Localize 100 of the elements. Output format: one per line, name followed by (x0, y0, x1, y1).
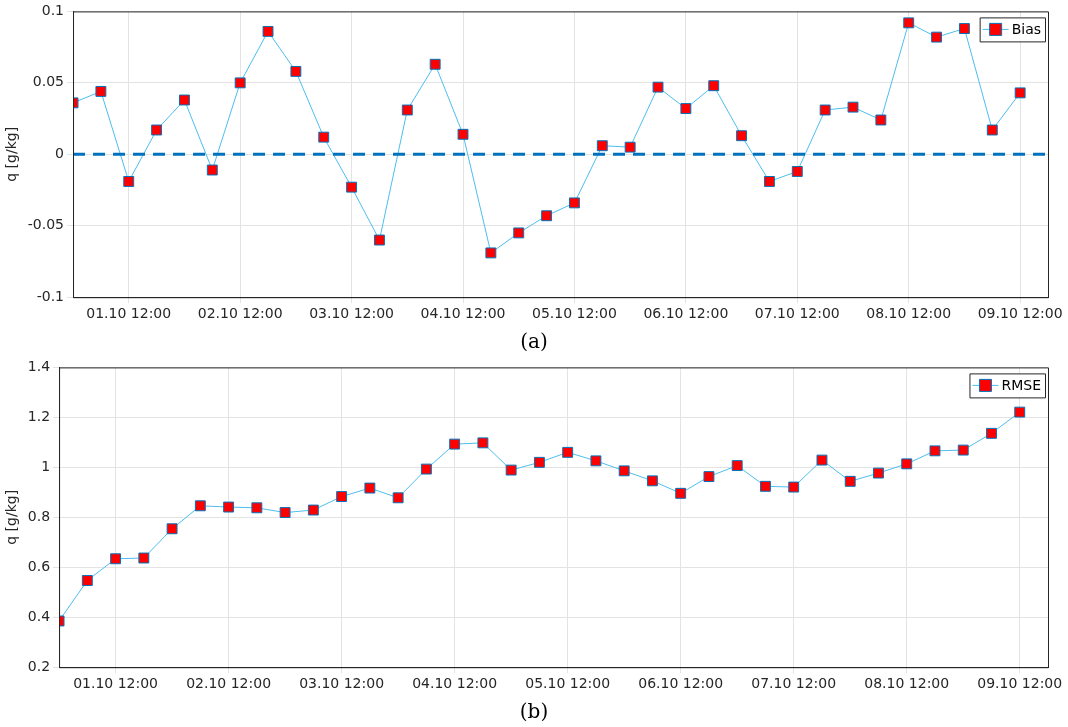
point (307, 504, 319, 516)
x-tick-label: 01.10 12:00 (73, 675, 159, 692)
x-tick-label: 04.10 12:00 (420, 305, 506, 322)
point (374, 234, 385, 246)
y-tick-label: 0 (55, 144, 65, 161)
point (708, 80, 720, 92)
point (680, 103, 692, 115)
point (166, 523, 178, 535)
point (847, 101, 859, 113)
y-tick-label: 1.4 (27, 358, 51, 375)
point (138, 552, 150, 564)
point (110, 553, 122, 565)
point (485, 247, 497, 259)
x-tick-label: 07.10 12:00 (754, 305, 840, 322)
point (234, 77, 246, 89)
point (290, 65, 302, 77)
point (123, 176, 135, 187)
point (675, 487, 687, 499)
point (736, 130, 748, 142)
point (505, 464, 517, 476)
point (568, 197, 580, 209)
point (903, 17, 915, 29)
point (1014, 87, 1026, 99)
y-tick-label: -0.05 (27, 216, 65, 233)
point (875, 114, 887, 126)
point (562, 446, 574, 458)
point (873, 467, 884, 479)
point (429, 58, 441, 70)
y-axis-title: q [g/kg] (3, 126, 20, 182)
point (262, 25, 274, 37)
y-tick-label: 0.05 (32, 73, 65, 90)
point (392, 492, 404, 504)
point (958, 23, 970, 34)
text: (a) (519, 328, 549, 355)
x-tick-label: 06.10 12:00 (638, 675, 724, 692)
point (151, 124, 163, 136)
point (533, 456, 545, 468)
point (957, 444, 969, 456)
point (986, 427, 997, 439)
x-tick-label: 07.10 12:00 (751, 675, 837, 692)
point (279, 507, 291, 518)
point (1014, 406, 1026, 418)
point (420, 463, 432, 475)
point (791, 166, 803, 177)
point (760, 480, 771, 492)
x-tick-label: 08.10 12:00 (866, 305, 952, 322)
point (541, 210, 553, 222)
point (401, 104, 413, 116)
x-tick-label: 05.10 12:00 (525, 675, 611, 692)
x-tick-label: 03.10 12:00 (299, 675, 385, 692)
point (652, 81, 664, 93)
point (477, 437, 489, 449)
point (179, 94, 190, 106)
point (513, 227, 525, 239)
x-tick-label: 09.10 12:00 (977, 675, 1063, 692)
point (457, 128, 469, 140)
y-tick-label: 0.8 (27, 507, 51, 524)
x-tick-label: 05.10 12:00 (532, 305, 617, 322)
point (986, 124, 998, 136)
y-tick-label: 0.2 (27, 657, 51, 674)
point (763, 176, 775, 187)
point (194, 500, 206, 512)
legend-label: RMSE (1001, 377, 1042, 394)
x-tick-label: 04.10 12:00 (412, 675, 498, 692)
point (206, 164, 218, 176)
y-axis-title: q [g/kg] (3, 489, 20, 545)
x-tick-label: 03.10 12:00 (309, 305, 395, 322)
x-tick-label: 09.10 12:00 (977, 305, 1063, 322)
point (364, 482, 376, 494)
point (901, 458, 913, 470)
point (251, 502, 263, 514)
point (590, 455, 602, 467)
point (844, 475, 856, 487)
point (223, 501, 235, 513)
x-tick-label: 02.10 12:00 (197, 305, 283, 322)
y-tick-label: -0.1 (36, 287, 65, 304)
x-tick-label: 01.10 12:00 (86, 305, 172, 322)
y-tick-label: 0.1 (41, 2, 65, 19)
point (646, 475, 658, 487)
point (624, 141, 636, 153)
point (929, 445, 941, 457)
point (596, 140, 608, 152)
y-tick-label: 1 (41, 457, 51, 474)
point (618, 465, 630, 477)
point (931, 31, 943, 43)
point (95, 85, 107, 97)
y-tick-label: 1.2 (27, 408, 51, 425)
y-tick-label: 0.4 (27, 607, 51, 624)
point (449, 438, 461, 450)
x-tick-label: 02.10 12:00 (186, 675, 272, 692)
point (81, 575, 93, 586)
legend-label: Bias (1011, 21, 1042, 38)
x-tick-label: 08.10 12:00 (864, 675, 950, 692)
point (336, 491, 348, 503)
point (731, 460, 743, 472)
y-tick-label: 0.6 (27, 557, 51, 574)
text: (b) (518, 698, 550, 725)
point (346, 181, 358, 193)
point (819, 104, 831, 116)
point (318, 131, 330, 143)
